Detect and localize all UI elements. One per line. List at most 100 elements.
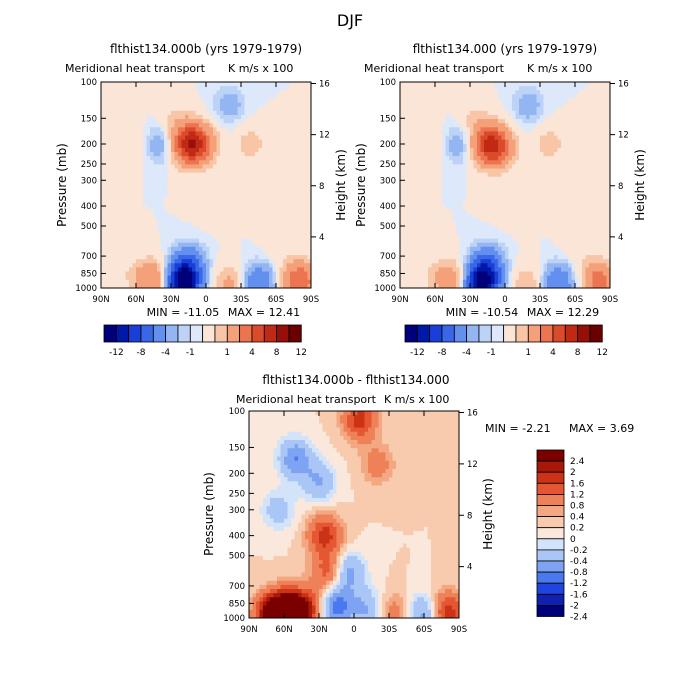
field-cell (293, 102, 298, 108)
field-cell (129, 180, 133, 186)
field-cell (139, 156, 144, 161)
field-cell (181, 119, 186, 124)
field-cell (174, 263, 179, 268)
field-cell (164, 213, 168, 219)
field-cell (522, 156, 527, 161)
field-cell (592, 131, 597, 136)
field-cell (417, 156, 422, 161)
field-cell (157, 250, 161, 256)
field-cell (132, 263, 137, 268)
field-cell (244, 259, 249, 264)
field-cell (603, 201, 607, 206)
field-cell (515, 156, 520, 161)
field-cell (202, 143, 207, 149)
field-cell (424, 205, 429, 211)
field-cell (125, 255, 130, 260)
field-cell (297, 242, 301, 248)
field-cell (241, 139, 245, 145)
field-cell (403, 82, 408, 87)
field-cell (421, 176, 425, 182)
field-cell (258, 90, 263, 95)
field-cell (248, 123, 252, 128)
field-cell (456, 143, 460, 149)
field-cell (536, 143, 541, 149)
field-cell (487, 209, 492, 215)
field-cell (171, 160, 175, 165)
field-cell (547, 94, 551, 99)
field-cell (220, 123, 224, 128)
field-cell (122, 201, 126, 206)
field-cell (487, 168, 492, 174)
field-cell (480, 135, 485, 141)
field-cell (484, 193, 488, 198)
field-cell (438, 185, 443, 190)
field-cell (230, 250, 235, 256)
field-cell (153, 226, 158, 231)
field-cell (505, 86, 509, 91)
field-cell (199, 238, 203, 244)
field-cell (209, 255, 214, 260)
field-cell (400, 102, 404, 108)
field-cell (533, 135, 537, 141)
field-cell (498, 197, 502, 202)
field-cell (536, 135, 541, 141)
field-cell (582, 110, 586, 116)
field-cell (101, 156, 105, 161)
field-cell (143, 193, 147, 198)
field-cell (104, 135, 109, 141)
field-cell (536, 201, 541, 206)
field-cell (139, 143, 144, 149)
field-cell (498, 127, 502, 132)
field-cell (578, 110, 583, 116)
field-cell (421, 180, 425, 186)
field-cell (428, 135, 432, 141)
field-cell (571, 94, 576, 99)
field-cell (136, 217, 140, 223)
field-cell (108, 90, 112, 95)
field-cell (265, 82, 270, 87)
field-cell (498, 189, 502, 194)
field-cell (199, 139, 203, 145)
field-cell (115, 267, 119, 272)
field-cell (230, 201, 235, 206)
field-cell (234, 114, 238, 120)
field-cell (536, 119, 541, 124)
field-cell (188, 222, 193, 227)
field-cell (498, 193, 502, 198)
field-cell (122, 147, 126, 153)
field-cell (501, 209, 506, 215)
field-cell (167, 82, 172, 87)
field-cell (171, 164, 175, 169)
field-cell (202, 222, 207, 227)
field-cell (290, 267, 294, 272)
field-cell (188, 139, 193, 145)
field-cell (286, 127, 291, 132)
field-cell (293, 217, 298, 223)
field-cell (209, 82, 214, 87)
field-cell (473, 172, 478, 178)
field-cell (487, 164, 492, 169)
field-cell (206, 180, 210, 186)
field-cell (139, 147, 144, 153)
field-cell (174, 160, 179, 165)
field-cell (178, 275, 182, 281)
field-cell (213, 127, 217, 132)
field-cell (202, 98, 207, 103)
field-cell (209, 263, 214, 268)
field-cell (526, 180, 530, 186)
field-cell (603, 135, 607, 141)
field-cell (543, 143, 548, 149)
field-cell (143, 267, 147, 272)
colorbar-swatch (128, 324, 142, 343)
field-cell (435, 102, 439, 108)
field-cell (297, 259, 301, 264)
field-cell (143, 180, 147, 186)
field-cell (251, 164, 256, 169)
field-cell (220, 139, 224, 145)
field-cell (160, 230, 165, 235)
field-cell (209, 201, 214, 206)
field-cell (223, 135, 228, 141)
field-cell (174, 226, 179, 231)
field-cell (431, 172, 436, 178)
field-cell (300, 110, 305, 116)
